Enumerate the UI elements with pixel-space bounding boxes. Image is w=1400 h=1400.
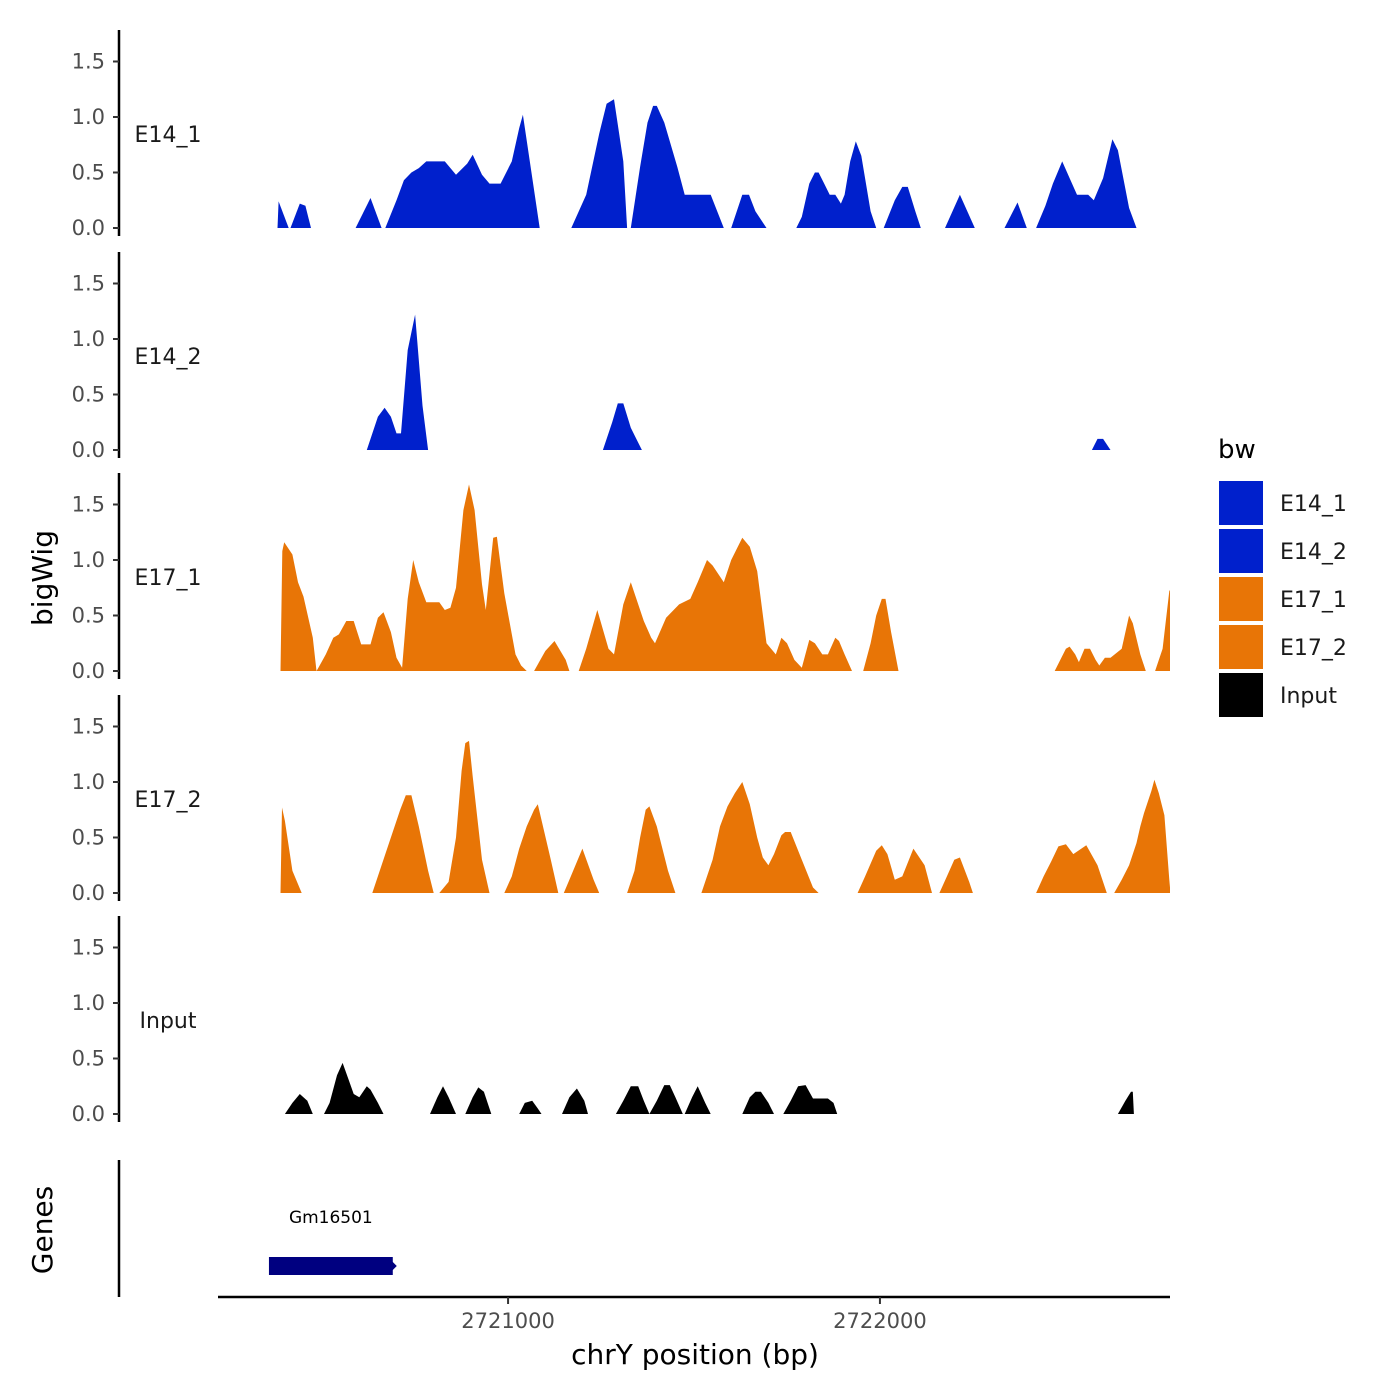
gene-arrow bbox=[390, 1260, 397, 1272]
gene-body bbox=[268, 1257, 393, 1275]
gene-label: Gm16501 bbox=[289, 1208, 373, 1228]
legend-label: Input bbox=[1280, 684, 1337, 709]
legend-swatch bbox=[1217, 623, 1265, 671]
coverage-peak bbox=[1054, 615, 1146, 671]
coverage-peak bbox=[439, 740, 490, 893]
y-tick-label: 0.5 bbox=[72, 1047, 105, 1071]
track-input: 0.0 0.5 1.0 1.5 Input bbox=[72, 916, 1134, 1126]
legend-label: E17_1 bbox=[1280, 588, 1347, 613]
y-tick-label: 0.0 bbox=[72, 881, 105, 905]
coverage-peak bbox=[945, 194, 975, 228]
y-tick-label: 0.0 bbox=[72, 216, 105, 240]
coverage-peak bbox=[465, 1087, 492, 1114]
legend-label: E14_2 bbox=[1280, 540, 1347, 565]
coverage-peak bbox=[796, 141, 877, 228]
coverage-peak bbox=[630, 105, 724, 228]
track-label: E14_1 bbox=[135, 123, 202, 148]
coverage-peak bbox=[280, 807, 302, 893]
track-e14-1: 0.0 0.5 1.0 1.5 E14_1 bbox=[72, 30, 1137, 240]
y-tick-label: 1.5 bbox=[72, 50, 105, 74]
coverage-peak bbox=[627, 806, 676, 893]
coverage-peak bbox=[324, 1062, 384, 1114]
coverage-peak bbox=[783, 1085, 838, 1114]
track-label: Input bbox=[140, 1009, 197, 1034]
legend-title: bw bbox=[1218, 435, 1256, 465]
coverage-peak bbox=[1036, 139, 1137, 228]
y-tick-label: 0.5 bbox=[72, 826, 105, 850]
x-axis: 2721000 2722000 bbox=[218, 1295, 1170, 1333]
y-tick-label: 1.0 bbox=[72, 327, 105, 351]
y-tick-label: 1.0 bbox=[72, 991, 105, 1015]
y-tick-label: 1.5 bbox=[72, 936, 105, 960]
y-tick-label: 0.5 bbox=[72, 604, 105, 628]
coverage-peak bbox=[277, 201, 289, 228]
x-tick-label: 2722000 bbox=[833, 1309, 927, 1333]
coverage-peak bbox=[1091, 438, 1111, 450]
legend-label: E17_2 bbox=[1280, 636, 1347, 661]
coverage-peak bbox=[1114, 779, 1170, 893]
coverage-peak bbox=[355, 198, 382, 228]
coverage-peak bbox=[742, 1091, 774, 1114]
coverage-peak bbox=[571, 99, 628, 228]
track-label: E17_1 bbox=[135, 566, 202, 591]
track-e14-2: 0.0 0.5 1.0 1.5 E14_2 bbox=[72, 252, 1111, 462]
y-tick-label: 1.0 bbox=[72, 770, 105, 794]
track-e17-1: 0.0 0.5 1.0 1.5 E17_1 bbox=[72, 473, 1170, 683]
coverage-peak bbox=[534, 641, 570, 671]
y-tick-label: 1.5 bbox=[72, 272, 105, 296]
legend-swatch bbox=[1217, 671, 1265, 719]
coverage-peak bbox=[372, 795, 434, 893]
y-tick-label: 1.0 bbox=[72, 105, 105, 129]
legend-swatch bbox=[1217, 527, 1265, 575]
genes-axis-title: Genes bbox=[26, 1186, 59, 1274]
coverage-peak bbox=[1155, 590, 1170, 671]
coverage-peak bbox=[366, 314, 429, 450]
coverage-peak bbox=[563, 848, 600, 893]
coverage-peak bbox=[578, 537, 852, 671]
gene-arrow bbox=[268, 1260, 275, 1272]
coverage-tracks: 0.0 0.5 1.0 1.5 E14_1 0.0 0.5 1.0 1.5 E14_2 0.0 0.5… bbox=[72, 30, 1170, 1126]
coverage-peak bbox=[519, 1100, 542, 1114]
coverage-peak bbox=[1117, 1091, 1134, 1114]
legend-swatch bbox=[1217, 479, 1265, 527]
coverage-peak bbox=[857, 845, 932, 893]
y-axis-title: bigWig bbox=[26, 530, 59, 626]
coverage-peak bbox=[430, 1086, 456, 1114]
coverage-peak bbox=[615, 1085, 683, 1114]
coverage-peak bbox=[284, 1094, 313, 1114]
coverage-peak bbox=[290, 203, 311, 228]
legend-swatch bbox=[1217, 575, 1265, 623]
coverage-peak bbox=[385, 114, 540, 228]
coverage-peak bbox=[883, 186, 921, 228]
coverage-peak bbox=[684, 1086, 711, 1114]
y-tick-label: 1.0 bbox=[72, 548, 105, 572]
x-tick-label: 2721000 bbox=[461, 1309, 555, 1333]
coverage-peak bbox=[562, 1088, 588, 1114]
y-tick-label: 0.5 bbox=[72, 383, 105, 407]
coverage-peak bbox=[939, 857, 973, 893]
coverage-peak bbox=[504, 804, 559, 893]
legend: bw E14_1 E14_2 E17_1 E17_2 Input bbox=[1217, 435, 1347, 719]
legend-label: E14_1 bbox=[1280, 492, 1347, 517]
coverage-peak bbox=[701, 782, 819, 893]
coverage-peak bbox=[863, 598, 899, 671]
y-tick-label: 0.0 bbox=[72, 659, 105, 683]
coverage-peak bbox=[280, 484, 527, 671]
y-tick-label: 1.5 bbox=[72, 493, 105, 517]
x-axis-title: chrY position (bp) bbox=[571, 1338, 819, 1371]
y-tick-label: 1.5 bbox=[72, 715, 105, 739]
y-tick-label: 0.0 bbox=[72, 438, 105, 462]
coverage-peak bbox=[1004, 202, 1027, 228]
track-label: E14_2 bbox=[135, 345, 202, 370]
coverage-peak bbox=[602, 403, 642, 450]
track-e17-2: 0.0 0.5 1.0 1.5 E17_2 bbox=[72, 695, 1170, 905]
track-label: E17_2 bbox=[135, 788, 202, 813]
coverage-peak bbox=[1036, 844, 1107, 893]
coverage-peak bbox=[731, 194, 767, 228]
y-tick-label: 0.0 bbox=[72, 1102, 105, 1126]
y-tick-label: 0.5 bbox=[72, 161, 105, 185]
gene-track: Gm16501 bbox=[117, 1160, 397, 1297]
